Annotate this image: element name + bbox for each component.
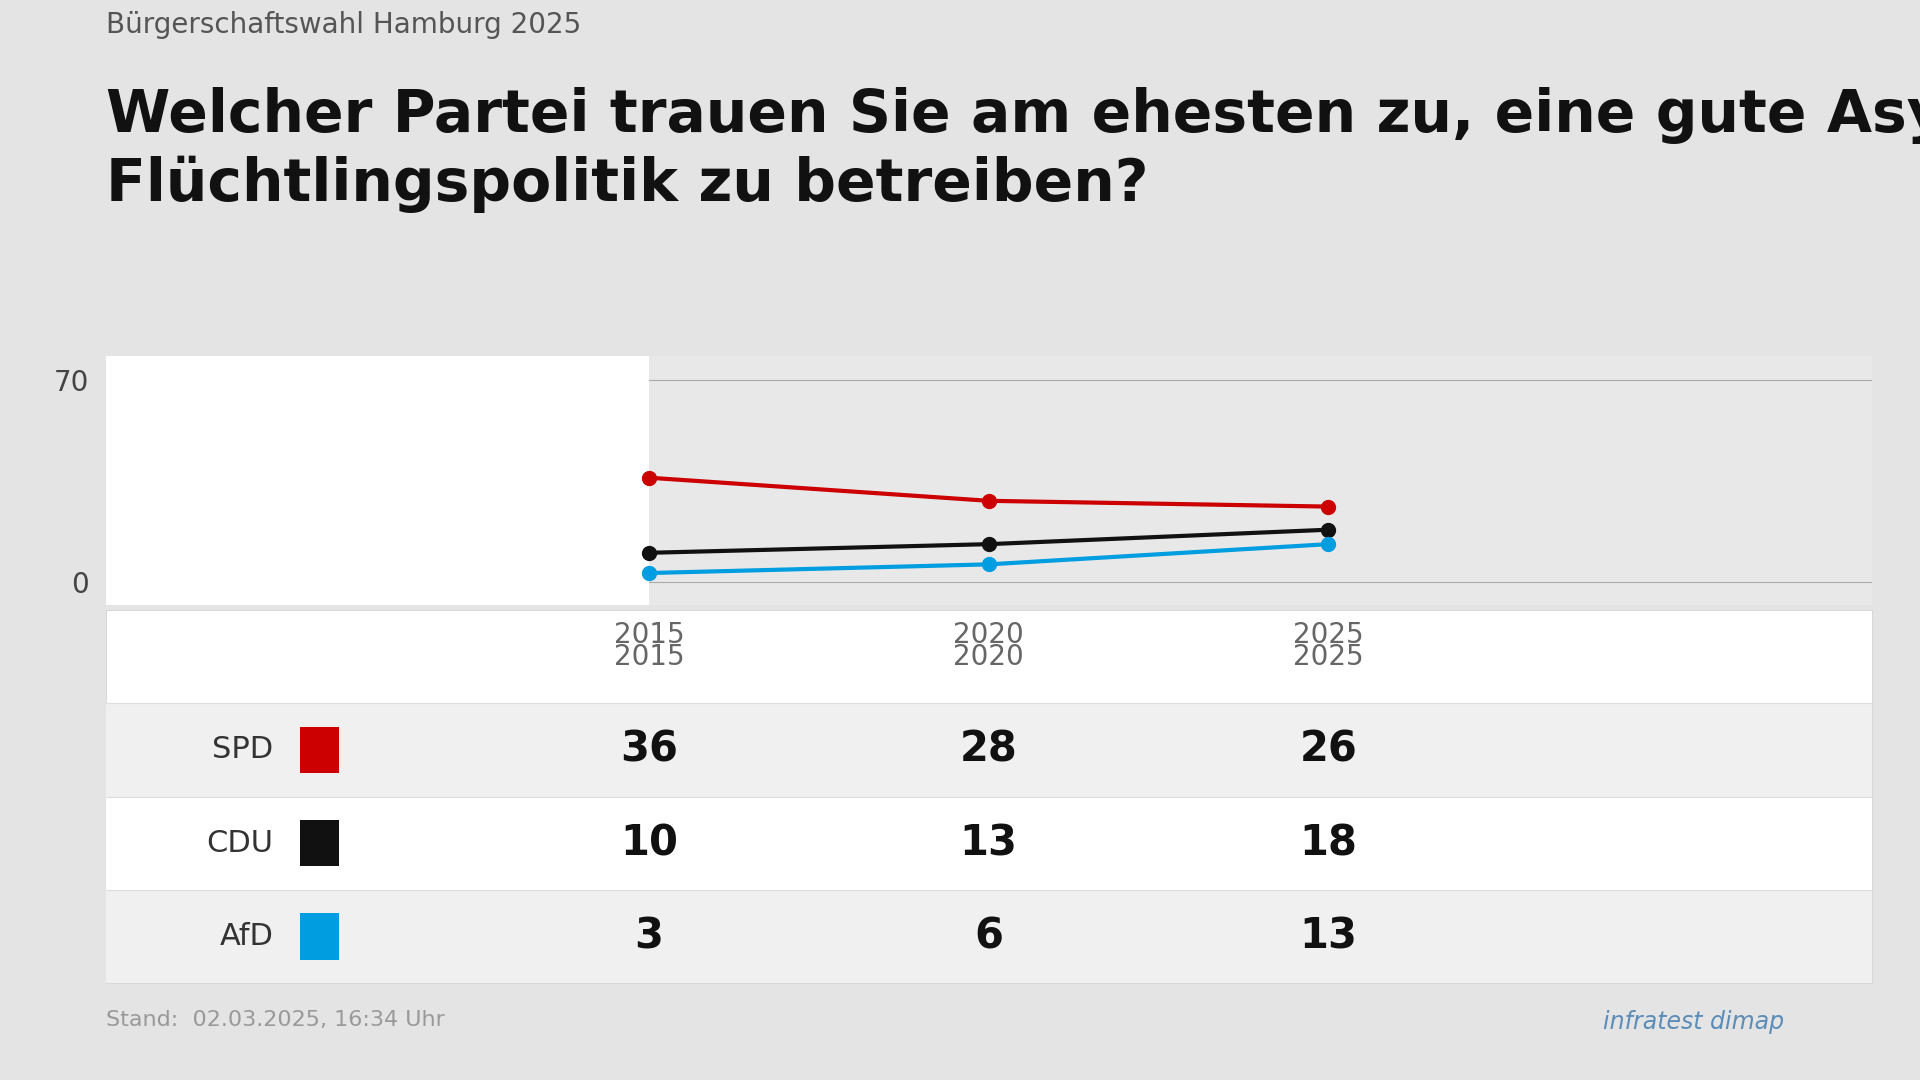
Text: 3: 3: [636, 915, 664, 957]
Bar: [106, 797, 1872, 890]
Text: 2020: 2020: [954, 643, 1023, 671]
Bar: [106, 703, 1872, 797]
Bar: [300, 820, 338, 866]
Text: 2025: 2025: [1294, 621, 1363, 649]
Text: 6: 6: [973, 915, 1004, 957]
Text: CDU: CDU: [207, 828, 273, 858]
Text: 2015: 2015: [614, 643, 684, 671]
Text: 36: 36: [620, 729, 678, 771]
Bar: [106, 569, 649, 594]
Text: SPD: SPD: [213, 735, 273, 765]
Bar: [106, 890, 1872, 983]
Text: Bürgerschaftswahl Hamburg 2025: Bürgerschaftswahl Hamburg 2025: [106, 11, 582, 39]
Text: 13: 13: [960, 822, 1018, 864]
Bar: [106, 367, 649, 392]
Text: 26: 26: [1300, 729, 1357, 771]
Text: 28: 28: [960, 729, 1018, 771]
Text: AfD: AfD: [219, 921, 273, 950]
Text: 2025: 2025: [1294, 643, 1363, 671]
Text: Stand:  02.03.2025, 16:34 Uhr: Stand: 02.03.2025, 16:34 Uhr: [106, 1010, 444, 1030]
Bar: [300, 913, 338, 959]
Text: 10: 10: [620, 822, 678, 864]
Text: 2020: 2020: [954, 621, 1023, 649]
Text: infratest dimap: infratest dimap: [1603, 1010, 1784, 1034]
Bar: [106, 356, 649, 605]
Text: 13: 13: [1300, 915, 1357, 957]
Text: 2015: 2015: [614, 621, 684, 649]
Bar: [300, 727, 338, 773]
Text: Welcher Partei trauen Sie am ehesten zu, eine gute Asyl- und
Flüchtlingspolitik : Welcher Partei trauen Sie am ehesten zu,…: [106, 86, 1920, 213]
Text: 18: 18: [1300, 822, 1357, 864]
